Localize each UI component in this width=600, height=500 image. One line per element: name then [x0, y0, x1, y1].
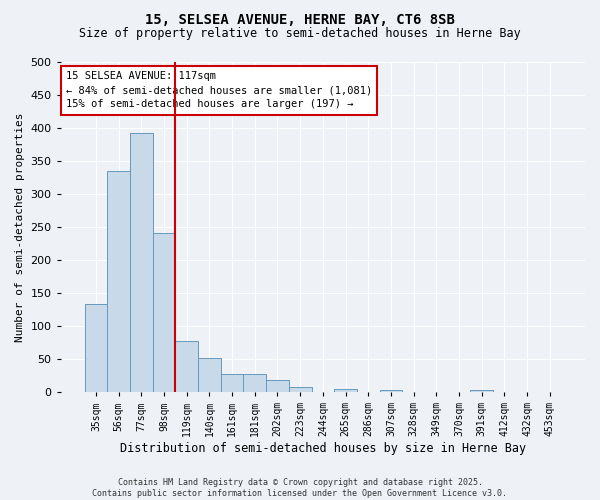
Bar — [289, 387, 311, 392]
Y-axis label: Number of semi-detached properties: Number of semi-detached properties — [15, 112, 25, 342]
Text: Size of property relative to semi-detached houses in Herne Bay: Size of property relative to semi-detach… — [79, 28, 521, 40]
Bar — [198, 358, 221, 392]
Bar — [175, 341, 198, 392]
Bar — [152, 233, 175, 392]
Bar — [244, 374, 266, 392]
Bar — [380, 390, 402, 392]
Text: 15, SELSEA AVENUE, HERNE BAY, CT6 8SB: 15, SELSEA AVENUE, HERNE BAY, CT6 8SB — [145, 12, 455, 26]
Bar — [334, 389, 357, 392]
X-axis label: Distribution of semi-detached houses by size in Herne Bay: Distribution of semi-detached houses by … — [120, 442, 526, 455]
Bar — [221, 374, 244, 392]
Bar — [85, 304, 107, 392]
Bar — [470, 390, 493, 392]
Bar — [107, 170, 130, 392]
Bar — [266, 380, 289, 392]
Text: 15 SELSEA AVENUE: 117sqm
← 84% of semi-detached houses are smaller (1,081)
15% o: 15 SELSEA AVENUE: 117sqm ← 84% of semi-d… — [66, 72, 372, 110]
Text: Contains HM Land Registry data © Crown copyright and database right 2025.
Contai: Contains HM Land Registry data © Crown c… — [92, 478, 508, 498]
Bar — [130, 133, 152, 392]
